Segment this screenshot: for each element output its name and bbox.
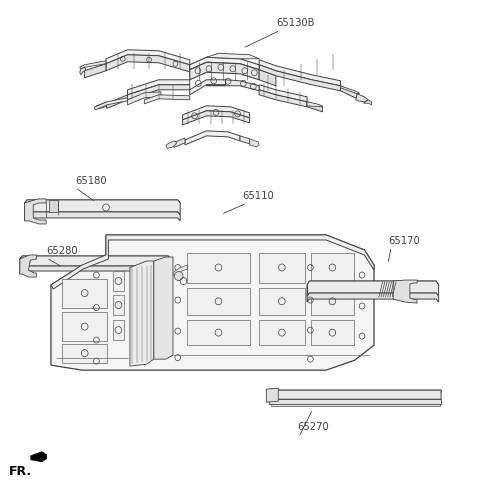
Polygon shape [84, 65, 106, 79]
Polygon shape [311, 321, 354, 345]
Polygon shape [24, 200, 180, 215]
Polygon shape [363, 101, 372, 106]
Polygon shape [187, 288, 250, 316]
Polygon shape [311, 253, 354, 283]
Polygon shape [20, 256, 36, 278]
Polygon shape [113, 296, 124, 316]
Text: 65180: 65180 [75, 175, 107, 185]
Polygon shape [20, 267, 170, 275]
Polygon shape [259, 71, 276, 87]
Polygon shape [307, 282, 439, 297]
Polygon shape [269, 399, 441, 404]
Polygon shape [173, 139, 185, 148]
Polygon shape [269, 390, 441, 399]
Polygon shape [340, 87, 357, 100]
Polygon shape [130, 262, 154, 366]
Polygon shape [271, 404, 440, 406]
Text: 65280: 65280 [46, 245, 78, 256]
Polygon shape [48, 200, 58, 212]
Polygon shape [113, 321, 124, 341]
Polygon shape [307, 282, 439, 289]
Polygon shape [113, 272, 124, 292]
Polygon shape [62, 279, 108, 308]
Polygon shape [80, 62, 106, 70]
Polygon shape [154, 258, 173, 359]
Polygon shape [206, 54, 259, 60]
Polygon shape [106, 56, 190, 73]
Polygon shape [24, 200, 180, 205]
Polygon shape [340, 87, 360, 95]
Polygon shape [259, 321, 305, 345]
Polygon shape [190, 81, 226, 96]
Polygon shape [259, 86, 307, 103]
Polygon shape [307, 294, 439, 303]
Polygon shape [128, 93, 161, 106]
Polygon shape [31, 452, 47, 462]
Polygon shape [356, 95, 368, 103]
Polygon shape [185, 132, 240, 146]
Polygon shape [106, 96, 128, 109]
Polygon shape [166, 142, 177, 149]
Polygon shape [20, 257, 170, 270]
Polygon shape [187, 321, 250, 345]
Polygon shape [62, 344, 108, 363]
Polygon shape [250, 140, 259, 148]
Polygon shape [128, 81, 190, 96]
Polygon shape [173, 266, 187, 277]
Polygon shape [259, 66, 340, 92]
Polygon shape [24, 199, 46, 224]
Polygon shape [190, 58, 259, 71]
Polygon shape [311, 288, 354, 316]
Polygon shape [259, 253, 305, 283]
Polygon shape [80, 68, 86, 76]
Polygon shape [24, 212, 180, 221]
Polygon shape [307, 103, 323, 108]
Text: 65110: 65110 [242, 190, 274, 200]
Polygon shape [259, 61, 340, 87]
Polygon shape [106, 51, 190, 66]
Text: FR.: FR. [9, 464, 33, 477]
Text: 65270: 65270 [298, 421, 329, 431]
Polygon shape [62, 313, 108, 341]
Polygon shape [259, 288, 305, 316]
Polygon shape [128, 86, 190, 101]
Polygon shape [240, 137, 250, 145]
Polygon shape [206, 81, 259, 92]
Polygon shape [51, 235, 374, 290]
Polygon shape [144, 96, 190, 105]
Polygon shape [190, 63, 259, 81]
Polygon shape [182, 112, 250, 126]
Polygon shape [259, 91, 307, 108]
Polygon shape [266, 388, 278, 402]
Circle shape [174, 272, 183, 281]
Text: 65130B: 65130B [276, 18, 314, 28]
Polygon shape [393, 281, 417, 304]
Polygon shape [187, 253, 250, 283]
Text: 65170: 65170 [388, 235, 420, 245]
Polygon shape [307, 103, 323, 113]
Polygon shape [20, 257, 170, 262]
Polygon shape [94, 99, 128, 111]
Polygon shape [96, 103, 108, 110]
Polygon shape [51, 235, 374, 370]
Polygon shape [269, 390, 441, 395]
Polygon shape [182, 107, 250, 121]
